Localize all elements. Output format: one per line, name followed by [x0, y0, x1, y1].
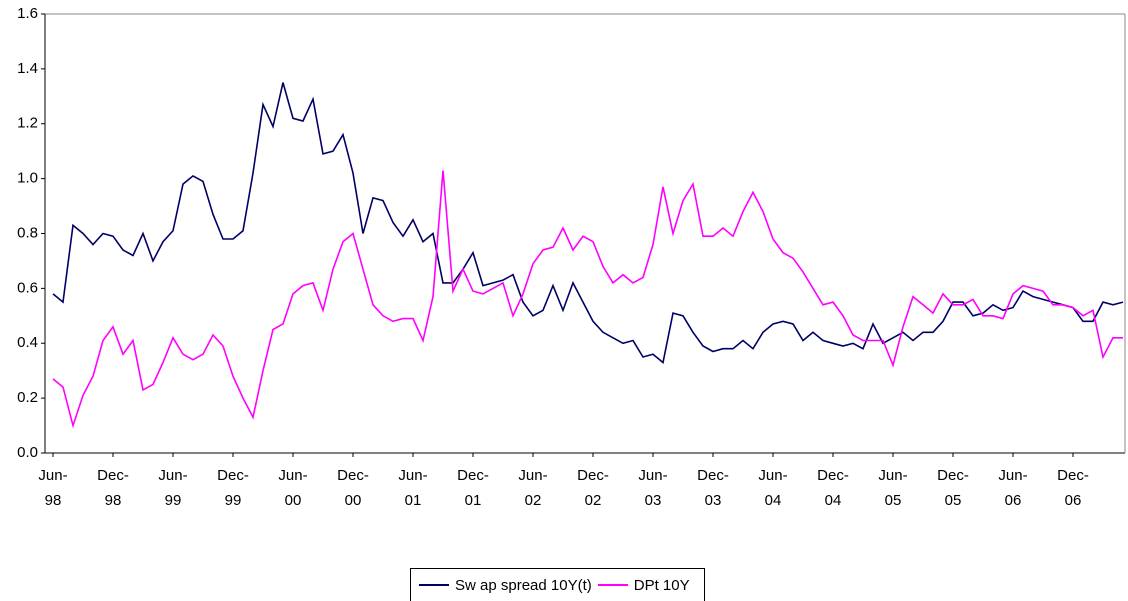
y-tick-label: 1.0 — [17, 170, 38, 187]
x-tick-label: Dec- 05 — [937, 467, 969, 509]
legend-label: DPt 10Y — [633, 576, 690, 594]
x-tick-label: Jun- 98 — [38, 467, 68, 509]
x-tick-label: Jun- 00 — [278, 467, 308, 509]
series-line — [52, 170, 1123, 429]
y-tick-label: 1.4 — [17, 60, 38, 77]
legend-swatch — [597, 584, 628, 586]
x-tick-label: Jun- 99 — [158, 467, 188, 509]
legend-item: Sw ap spread 10Y(t) — [419, 577, 592, 594]
x-tick-label: Dec- 04 — [817, 467, 849, 509]
x-tick-label: Jun- 06 — [998, 467, 1028, 509]
x-tick-label: Dec- 99 — [217, 467, 249, 509]
legend-item: DPt 10Y — [597, 576, 690, 594]
x-tick-label: Jun- 03 — [638, 467, 668, 509]
x-tick-label: Dec- 01 — [457, 467, 489, 509]
x-tick-label: Jun- 01 — [398, 467, 428, 509]
x-tick-label: Dec- 00 — [337, 467, 369, 509]
legend: Sw ap spread 10Y(t) DPt 10Y — [410, 568, 705, 601]
y-tick-label: 1.2 — [17, 115, 38, 132]
y-tick-label: 0.2 — [17, 389, 38, 406]
series-line — [52, 82, 1124, 364]
y-tick-label: 0.8 — [17, 224, 38, 241]
x-tick-label: Dec- 03 — [697, 467, 729, 509]
legend-label: Sw ap spread 10Y(t) — [455, 576, 592, 594]
y-tick-label: 1.6 — [17, 5, 38, 22]
x-tick-label: Dec- 02 — [577, 467, 609, 509]
y-tick-label: 0.4 — [17, 334, 38, 351]
x-tick-label: Dec- 98 — [97, 467, 129, 509]
x-tick-label: Dec- 06 — [1057, 467, 1089, 509]
legend-swatch — [419, 584, 449, 586]
x-tick-label: Jun- 05 — [878, 467, 908, 509]
x-tick-label: Jun- 02 — [518, 467, 548, 509]
y-tick-label: 0.6 — [17, 279, 38, 296]
y-tick-label: 0.0 — [17, 444, 38, 461]
x-tick-label: Jun- 04 — [758, 467, 788, 509]
